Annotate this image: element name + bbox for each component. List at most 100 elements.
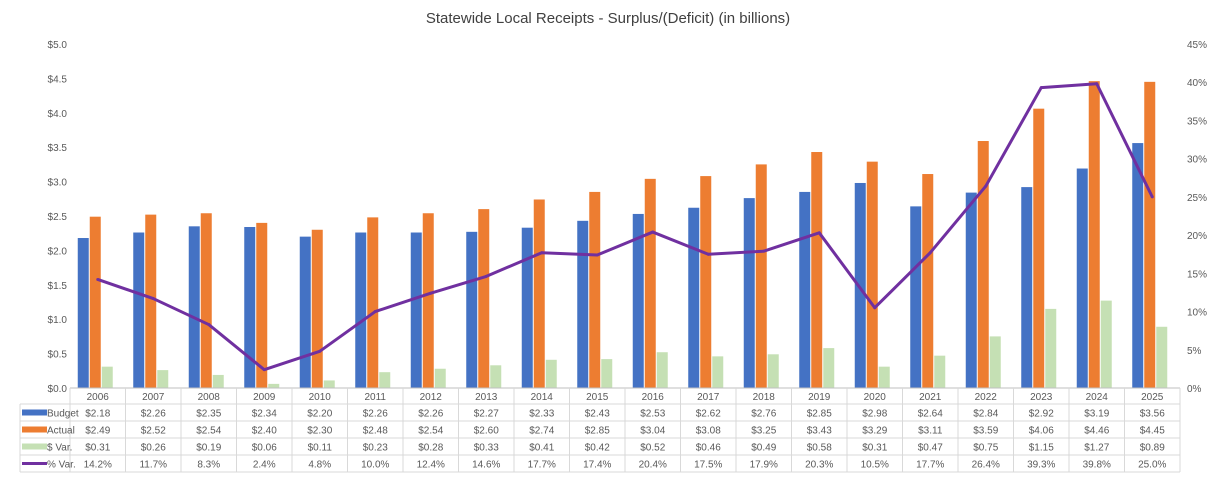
bar-var-2022 [989,336,1001,388]
table-cell: 4.8% [308,460,331,471]
table-cell: $2.62 [696,409,721,420]
y-left-tick-label: $2.0 [48,246,68,257]
table-cell: $2.53 [640,409,665,420]
point-pct-var-2007 [151,297,155,301]
y-right-tick-label: 35% [1187,116,1207,127]
bar-var-2019 [823,348,835,388]
bar-actual-2025 [1144,81,1156,388]
x-tick-label: 2021 [919,392,942,403]
bar-var-2025 [1156,326,1168,388]
table-cell: $2.27 [474,409,499,420]
x-tick-label: 2013 [475,392,498,403]
y-left-tick-label: $5.0 [48,40,68,51]
point-pct-var-2006 [96,277,100,281]
point-pct-var-2020 [873,306,877,310]
bar-var-2020 [878,366,890,388]
point-pct-var-2022 [984,184,988,188]
point-pct-var-2024 [1095,82,1099,86]
y-right-tick-label: 30% [1187,155,1207,166]
y-right-tick-label: 10% [1187,308,1207,319]
table-cell: $0.31 [85,443,110,454]
table-cell: $3.25 [751,426,776,437]
bar-budget-2006 [77,238,89,388]
table-cell: $1.27 [1084,443,1109,454]
point-pct-var-2025 [1150,195,1154,199]
bar-var-2018 [767,354,779,388]
table-cell: 12.4% [417,460,445,471]
table-cell: $0.11 [308,443,333,454]
table-cell: $3.56 [1140,409,1165,420]
bar-budget-2012 [410,232,422,388]
point-pct-var-2019 [817,231,821,235]
bar-actual-2017 [700,176,712,388]
table-cell: $3.04 [640,426,665,437]
table-cell: $0.33 [474,443,499,454]
bar-actual-2009 [256,222,268,388]
table-cell: 17.9% [750,460,778,471]
bar-budget-2014 [521,227,533,388]
point-pct-var-2008 [207,323,211,327]
table-cell: 17.4% [583,460,611,471]
table-cell: 10.5% [861,460,889,471]
x-tick-label: 2007 [142,392,165,403]
table-cell: $3.19 [1084,409,1109,420]
bar-actual-2013 [478,209,490,388]
table-cell: $2.49 [85,426,110,437]
bar-actual-2012 [422,213,434,388]
table-cell: $0.31 [862,443,887,454]
table-cell: $4.45 [1140,426,1165,437]
table-cell: 20.3% [805,460,833,471]
table-cell: $2.43 [585,409,610,420]
table-cell: $3.59 [973,426,998,437]
bar-budget-2013 [466,231,478,388]
table-cell: 14.2% [84,460,112,471]
bar-var-2008 [212,374,224,388]
table-cell: $0.19 [196,443,221,454]
y-left-tick-label: $4.0 [48,109,68,120]
table-cell: $0.06 [252,443,277,454]
point-pct-var-2009 [262,368,266,372]
bar-var-2017 [712,356,724,388]
table-cell: $2.40 [252,426,277,437]
table-cell: $2.52 [141,426,166,437]
table-cell: $0.49 [751,443,776,454]
bar-budget-2018 [743,198,755,388]
table-cell: $2.85 [807,409,832,420]
table-cell: $0.41 [529,443,554,454]
x-tick-label: 2023 [1030,392,1053,403]
bar-actual-2020 [866,161,878,388]
bar-budget-2023 [1021,187,1033,388]
bar-actual-2022 [977,141,989,388]
bar-budget-2022 [965,192,977,388]
bar-budget-2007 [133,232,145,388]
point-pct-var-2021 [928,251,932,255]
table-cell: 8.3% [197,460,220,471]
bar-var-2014 [545,359,557,388]
y-left-tick-label: $0.5 [48,350,68,361]
y-left-tick-label: $3.0 [48,178,68,189]
table-cell: $2.20 [307,409,332,420]
table-cell: $2.54 [418,426,443,437]
bar-var-2013 [490,365,502,388]
bar-var-2023 [1045,308,1057,388]
table-cell: $0.46 [696,443,721,454]
bar-budget-2019 [799,191,811,388]
x-tick-label: 2014 [531,392,554,403]
bar-var-2015 [601,359,613,388]
bar-var-2006 [101,366,113,388]
x-tick-label: 2016 [642,392,665,403]
table-cell: $0.23 [363,443,388,454]
table-cell: $2.76 [751,409,776,420]
table-cell: $0.89 [1140,443,1165,454]
bar-actual-2010 [311,229,323,388]
table-cell: 2.4% [253,460,276,471]
x-tick-label: 2009 [253,392,276,403]
x-tick-label: 2019 [808,392,831,403]
table-cell: $4.46 [1084,426,1109,437]
table-cell: $0.28 [418,443,443,454]
bar-actual-2006 [89,216,101,388]
legend-label: Actual [47,426,75,437]
x-tick-label: 2017 [697,392,720,403]
bar-actual-2018 [755,164,767,388]
